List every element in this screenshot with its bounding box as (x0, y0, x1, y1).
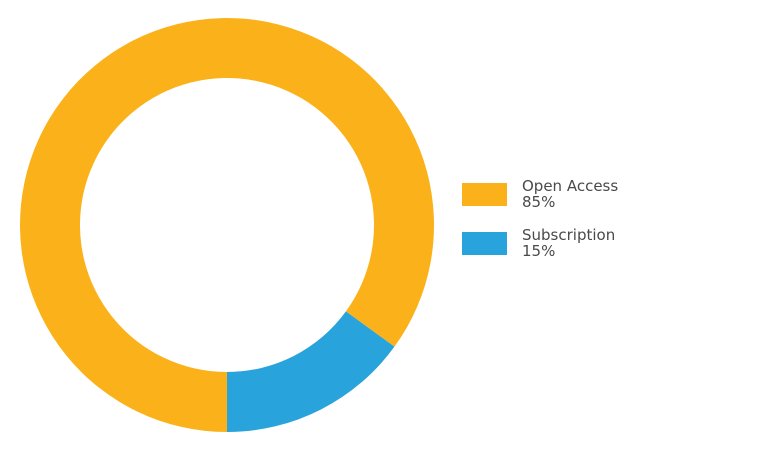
donut-slice-subscription (227, 311, 395, 432)
legend-swatch-subscription (462, 232, 507, 255)
legend-value-open-access: 85% (522, 193, 556, 211)
legend-text-subscription: Subscription 15% (522, 227, 615, 259)
legend-text-open-access: Open Access 85% (522, 178, 618, 210)
legend-value-subscription: 15% (522, 242, 556, 260)
legend-label-subscription: Subscription (522, 226, 616, 244)
legend-label-open-access: Open Access (522, 177, 619, 195)
legend-swatch-open-access (462, 183, 507, 206)
